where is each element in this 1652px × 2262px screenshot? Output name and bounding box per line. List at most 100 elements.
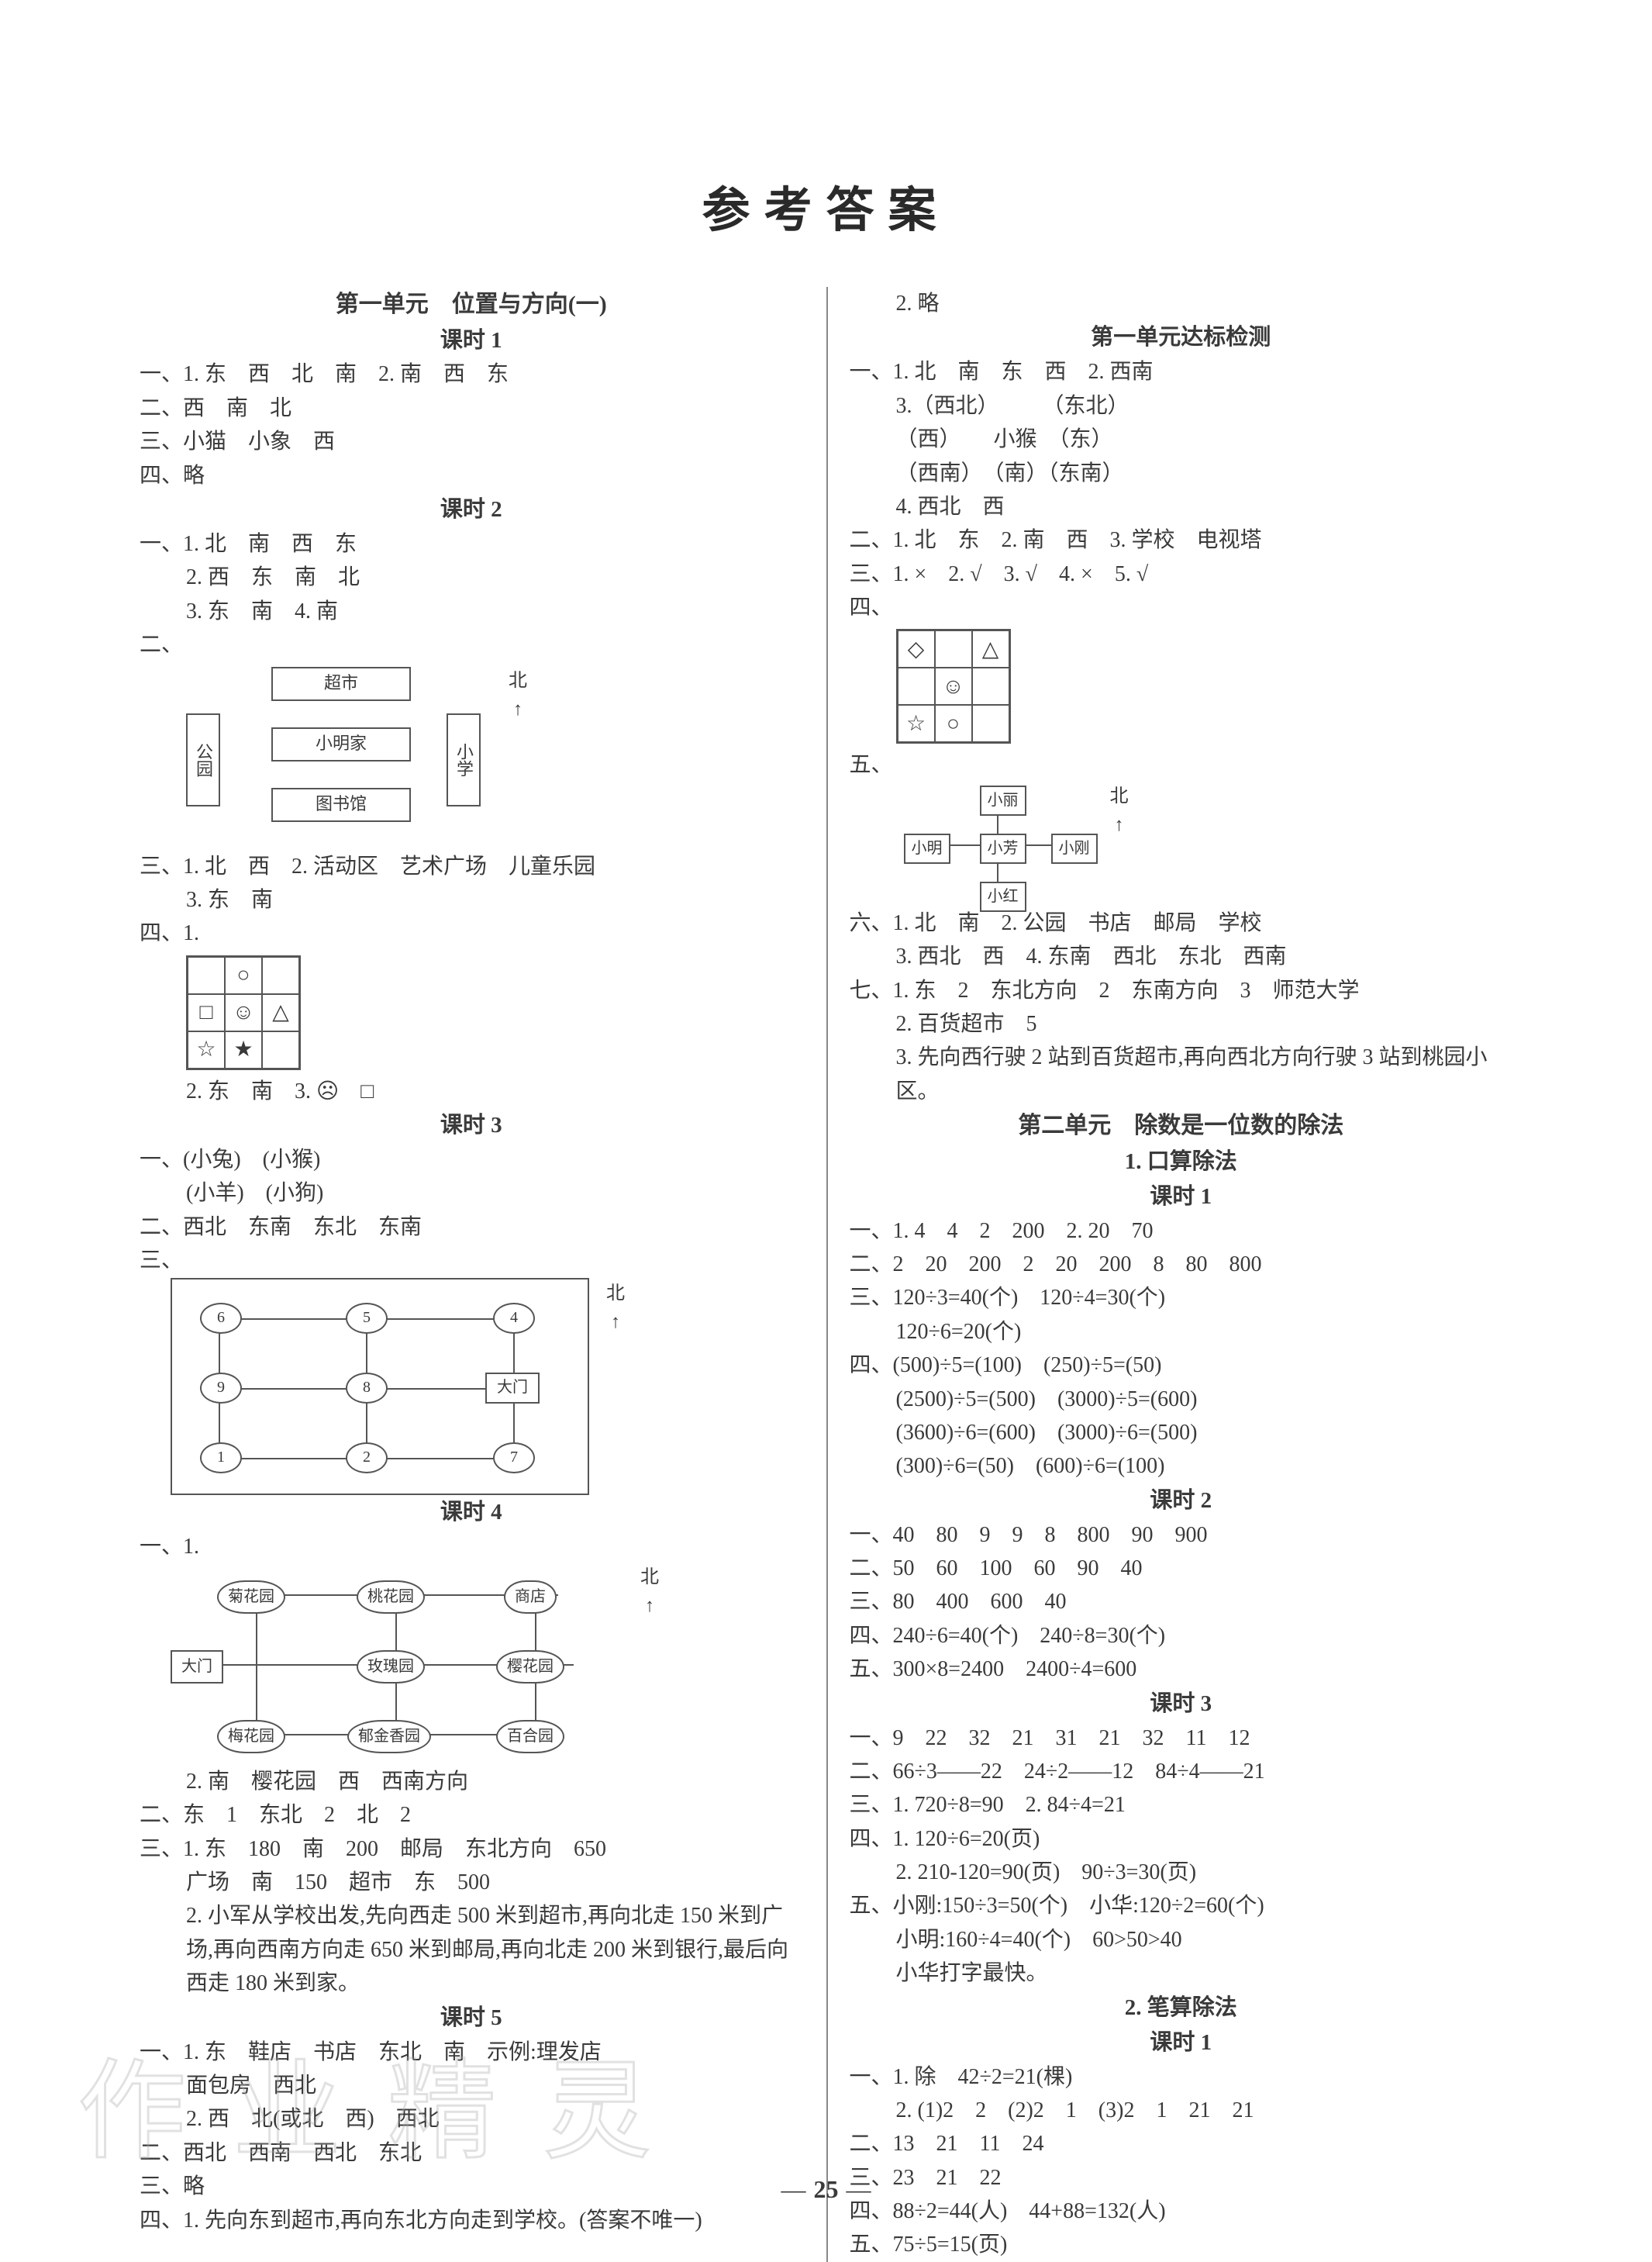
grid-cell: ★	[225, 1031, 262, 1069]
cross-node: 小红	[980, 882, 1026, 912]
answer-line: （西） 小猴 （东）	[850, 423, 1513, 456]
answer-line: 五、75÷5=15(页)	[850, 2228, 1513, 2261]
answer-line: (3600)÷6=(600) (3000)÷6=(500)	[850, 1416, 1513, 1449]
grid-cell	[262, 957, 299, 994]
north-arrow-icon: 北↑	[606, 1279, 625, 1337]
answer-line: 一、1. 北 南 东 西 2. 西南	[850, 355, 1513, 389]
u2s2-lesson1-title: 课时 1	[850, 2025, 1513, 2060]
watermark-char: 作	[78, 2024, 186, 2181]
answer-line: 一、9 22 32 21 31 21 32 11 12	[850, 1722, 1513, 1755]
u2-lesson1-title: 课时 1	[850, 1179, 1513, 1214]
grid-cell	[935, 630, 972, 668]
two-column-layout: 第一单元 位置与方向(一) 课时 1 一、1. 东 西 北 南 2. 南 西 东…	[140, 287, 1512, 2262]
answer-line: 3. 先向西行驶 2 站到百货超市,再向西北方向行驶 3 站到桃园小区。	[850, 1041, 1513, 1108]
answer-line: 三、80 400 600 40	[850, 1585, 1513, 1618]
route-node: 6	[200, 1303, 242, 1334]
grid-cell: △	[972, 630, 1009, 668]
grid-cell: ○	[935, 705, 972, 742]
unit1-test-title: 第一单元达标检测	[850, 320, 1513, 355]
map-node: 公园	[186, 713, 220, 806]
answer-line: 四、1. 先向东到超市,再向东北方向走到学校。(答案不唯一)	[140, 2204, 803, 2237]
grid-diagram: ○ □ ☺ △ ☆ ★	[186, 955, 803, 1070]
route-node: 9	[200, 1373, 242, 1404]
answer-line: 四、(500)÷5=(100) (250)÷5=(50)	[850, 1349, 1513, 1382]
answer-line: 2. 西 东 南 北	[140, 561, 803, 594]
answer-line: 四、	[850, 591, 1513, 624]
left-column: 第一单元 位置与方向(一) 课时 1 一、1. 东 西 北 南 2. 南 西 东…	[140, 287, 826, 2262]
grid-cell: ☺	[225, 994, 262, 1031]
answer-line: 二、50 60 100 60 90 40	[850, 1552, 1513, 1585]
answer-line: 2. 南 樱花园 西 西南方向	[140, 1765, 803, 1798]
route-node: 7	[493, 1442, 535, 1473]
answer-line: 四、1. 120÷6=20(页)	[850, 1822, 1513, 1856]
answer-line: 2. (1)2 2 (2)2 1 (3)2 1 21 21	[850, 2094, 1513, 2127]
right-column: 2. 略 第一单元达标检测 一、1. 北 南 东 西 2. 西南 3.（西北） …	[826, 287, 1513, 2262]
garden-node: 玫瑰园	[357, 1650, 425, 1684]
answer-line: 四、略	[140, 459, 803, 492]
answer-line: 二、1. 北 东 2. 南 西 3. 学校 电视塔	[850, 523, 1513, 557]
garden-diagram: 北↑ 菊花园 桃花园 商店 大门 玫瑰园 樱花园 梅花园 郁金香园 百合园	[171, 1563, 636, 1765]
answer-line: 三、1. 720÷8=90 2. 84÷4=21	[850, 1788, 1513, 1822]
map-node: 图书馆	[271, 788, 411, 822]
cross-node: 小芳	[980, 834, 1026, 864]
grid-cell	[972, 705, 1009, 742]
answer-line: 3. 东 南	[140, 883, 803, 917]
watermark-char: 灵	[543, 2024, 651, 2181]
answer-line: 四、240÷6=40(个) 240÷8=30(个)	[850, 1619, 1513, 1652]
answer-line: 二、西 南 北	[140, 392, 803, 425]
grid-cell: ☺	[935, 668, 972, 705]
answer-line: 四、1.	[140, 917, 803, 950]
garden-node: 郁金香园	[347, 1720, 431, 1753]
north-arrow-icon: 北↑	[640, 1563, 659, 1621]
answer-line: 三、1. 北 西 2. 活动区 艺术广场 儿童乐园	[140, 850, 803, 883]
lesson-3-title: 课时 3	[140, 1108, 803, 1143]
route-node: 2	[346, 1442, 388, 1473]
answer-line: 二、西北 东南 东北 东南	[140, 1210, 803, 1244]
answer-line: 二、2 20 200 2 20 200 8 80 800	[850, 1248, 1513, 1281]
answer-line: 3. 东 南 4. 南	[140, 595, 803, 628]
answer-line: 广场 南 150 超市 东 500	[140, 1866, 803, 1899]
lesson-2-title: 课时 2	[140, 492, 803, 527]
grid-cell	[188, 957, 225, 994]
page-number: 25	[0, 2175, 1652, 2204]
unit1-title: 第一单元 位置与方向(一)	[140, 287, 803, 323]
lesson-4-title: 课时 4	[140, 1495, 803, 1530]
route-diagram: 北↑ 6 5 4 9 8 大门 1 2 7	[171, 1278, 589, 1495]
answer-line: 五、小刚:150÷3=50(个) 小华:120÷2=60(个)	[850, 1889, 1513, 1922]
answer-line: 2. 百货超市 5	[850, 1007, 1513, 1041]
answer-line: 二、东 1 东北 2 北 2	[140, 1798, 803, 1832]
route-node: 8	[346, 1373, 388, 1404]
answer-line: 3. 西北 西 4. 东南 西北 东北 西南	[850, 940, 1513, 973]
grid-cell: ○	[225, 957, 262, 994]
cross-node: 小刚	[1051, 834, 1098, 864]
map-diagram: 公园 超市 小明家 图书馆 小学 北↑	[186, 667, 512, 845]
unit2-sec1-title: 1. 口算除法	[850, 1145, 1513, 1179]
grid-cell: ☆	[898, 705, 935, 742]
north-arrow-icon: 北↑	[509, 667, 527, 724]
grid-cell: ◇	[898, 630, 935, 668]
grid-cell	[898, 668, 935, 705]
answer-line: 二、66÷3——22 24÷2——12 84÷4——21	[850, 1755, 1513, 1788]
answer-line: 五、300×8=2400 2400÷4=600	[850, 1652, 1513, 1686]
answer-line: 2. 小军从学校出发,先向西走 500 米到超市,再向北走 150 米到广场,再…	[140, 1899, 803, 2000]
answer-line: (小羊) (小狗)	[140, 1176, 803, 1210]
watermark-char: 业	[233, 2024, 341, 2181]
grid-cell: □	[188, 994, 225, 1031]
grid-cell: △	[262, 994, 299, 1031]
answer-line: 六、1. 北 南 2. 公园 书店 邮局 学校	[850, 907, 1513, 940]
garden-node: 百合园	[496, 1720, 564, 1753]
u2-lesson2-title: 课时 2	[850, 1483, 1513, 1518]
answer-line: 二、13 21 11 24	[850, 2127, 1513, 2160]
answer-line: 4. 西北 西	[850, 490, 1513, 523]
grid-cell	[262, 1031, 299, 1069]
garden-node: 梅花园	[217, 1720, 285, 1753]
answer-line: （西南） （南）（东南）	[850, 457, 1513, 490]
grid-diagram: ◇ △ ☺ ☆ ○	[896, 629, 1513, 744]
answer-line: (2500)÷5=(500) (3000)÷5=(600)	[850, 1383, 1513, 1416]
answer-line: 2. 略	[850, 287, 1513, 320]
grid-cell: ☆	[188, 1031, 225, 1069]
answer-line: 一、(小兔) (小猴)	[140, 1143, 803, 1176]
garden-node: 商店	[504, 1580, 557, 1614]
north-arrow-icon: 北↑	[1110, 782, 1129, 840]
garden-node: 菊花园	[217, 1580, 285, 1614]
